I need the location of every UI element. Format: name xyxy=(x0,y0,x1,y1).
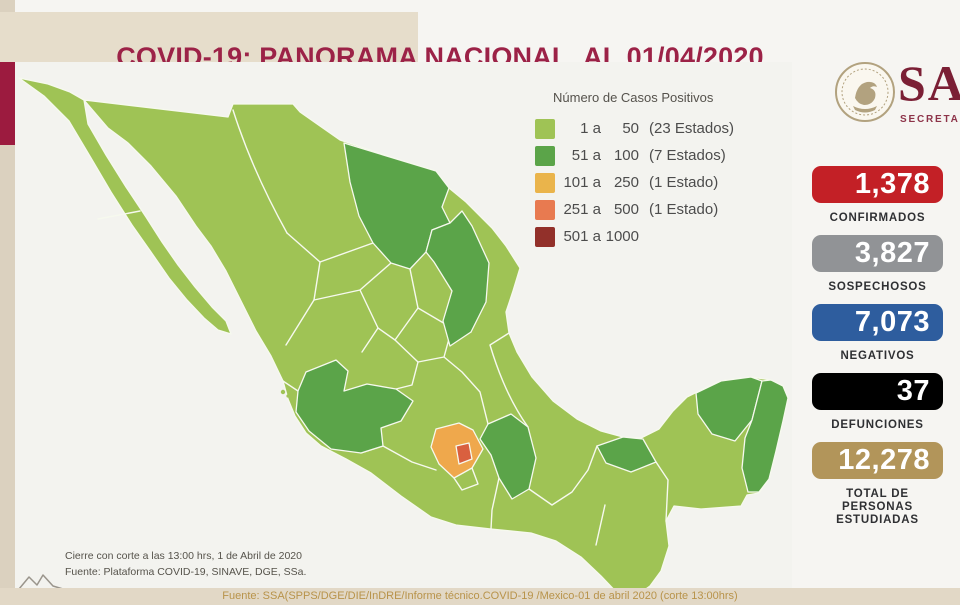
state-nuevo-leon xyxy=(425,210,490,347)
legend-range: 501 a xyxy=(563,228,601,245)
state-cdmx xyxy=(455,442,473,465)
logo-acronym: SA xyxy=(898,55,960,111)
mexico-coat-of-arms-seal xyxy=(835,62,895,122)
legend-value: 100 xyxy=(613,147,639,164)
legend-item: 1 a 50 (23 Estados) xyxy=(535,115,785,142)
legend-range: 1 a xyxy=(580,120,601,137)
legend-swatch-dark-red xyxy=(535,226,555,247)
legend-value: 250 xyxy=(613,174,639,191)
state-tabasco xyxy=(596,436,657,473)
stat-label: NEGATIVOS xyxy=(840,350,915,362)
legend-item: 51 a 100 (7 Estados) xyxy=(535,142,785,169)
stat-label: TOTAL DE PERSONAS ESTUDIADAS xyxy=(836,488,919,526)
legend-range: 51 a xyxy=(571,147,601,164)
legend-count: (7 Estados) xyxy=(649,147,726,164)
state-quintana-roo xyxy=(741,379,789,493)
legend-range: 101 a xyxy=(563,174,601,191)
stat-total-estudiadas: 12,278 TOTAL DE PERSONAS ESTUDIADAS xyxy=(812,442,943,527)
map-legend: Número de Casos Positivos 1 a 50 (23 Est… xyxy=(535,90,785,250)
legend-count: (1 Estado) xyxy=(649,201,719,218)
legend-item: 101 a 250 (1 Estado) xyxy=(535,169,785,196)
stat-value-pill: 3,827 xyxy=(812,235,943,272)
legend-item: 501 a 1000 xyxy=(535,223,785,250)
stat-confirmados: 1,378 CONFIRMADOS xyxy=(812,166,943,225)
stat-value-pill: 37 xyxy=(812,373,943,410)
maroon-accent-rectangle xyxy=(0,62,17,145)
legend-item: 251 a 500 (1 Estado) xyxy=(535,196,785,223)
left-edge-strip xyxy=(0,0,15,605)
legend-swatch-light-green xyxy=(535,118,555,139)
stat-defunciones: 37 DEFUNCIONES xyxy=(812,373,943,432)
legend-range: 251 a xyxy=(563,201,601,218)
legend-value: 50 xyxy=(622,120,639,137)
salud-logo: SA SECRETARÍ xyxy=(830,52,960,137)
state-jalisco xyxy=(295,359,414,454)
legend-swatch-mustard xyxy=(535,172,555,193)
legend-value: 500 xyxy=(613,201,639,218)
title-background-band xyxy=(0,12,418,62)
stat-negativos: 7,073 NEGATIVOS xyxy=(812,304,943,363)
stat-sospechosos: 3,827 SOSPECHOSOS xyxy=(812,235,943,294)
state-puebla xyxy=(479,413,537,500)
legend-swatch-dark-green xyxy=(535,145,555,166)
stat-value-pill: 1,378 xyxy=(812,166,943,203)
legend-count: (23 Estados) xyxy=(649,120,735,137)
legend-value: 1000 xyxy=(605,228,639,245)
legend-swatch-orange xyxy=(535,199,555,220)
logo-department: SECRETARÍ xyxy=(900,114,960,125)
legend-count: (1 Estado) xyxy=(649,174,719,191)
map-footnotes: Cierre con corte a las 13:00 hrs, 1 de A… xyxy=(65,548,306,580)
source-footer-text: Fuente: SSA(SPPS/DGE/DIE/InDRE/Informe t… xyxy=(222,590,738,602)
footnote-cutoff: Cierre con corte a las 13:00 hrs, 1 de A… xyxy=(65,550,302,562)
footnote-source: Fuente: Plataforma COVID-19, SINAVE, DGE… xyxy=(65,566,307,578)
stat-value-pill: 12,278 xyxy=(812,442,943,479)
stat-label: CONFIRMADOS xyxy=(829,212,926,224)
stat-label: SOSPECHOSOS xyxy=(828,281,927,293)
source-footer-bar: Fuente: SSA(SPPS/DGE/DIE/InDRE/Informe t… xyxy=(0,588,960,605)
legend-title: Número de Casos Positivos xyxy=(553,90,714,105)
stat-label: DEFUNCIONES xyxy=(831,419,924,431)
stats-column: 1,378 CONFIRMADOS 3,827 SOSPECHOSOS 7,07… xyxy=(812,166,943,537)
stat-value-pill: 7,073 xyxy=(812,304,943,341)
